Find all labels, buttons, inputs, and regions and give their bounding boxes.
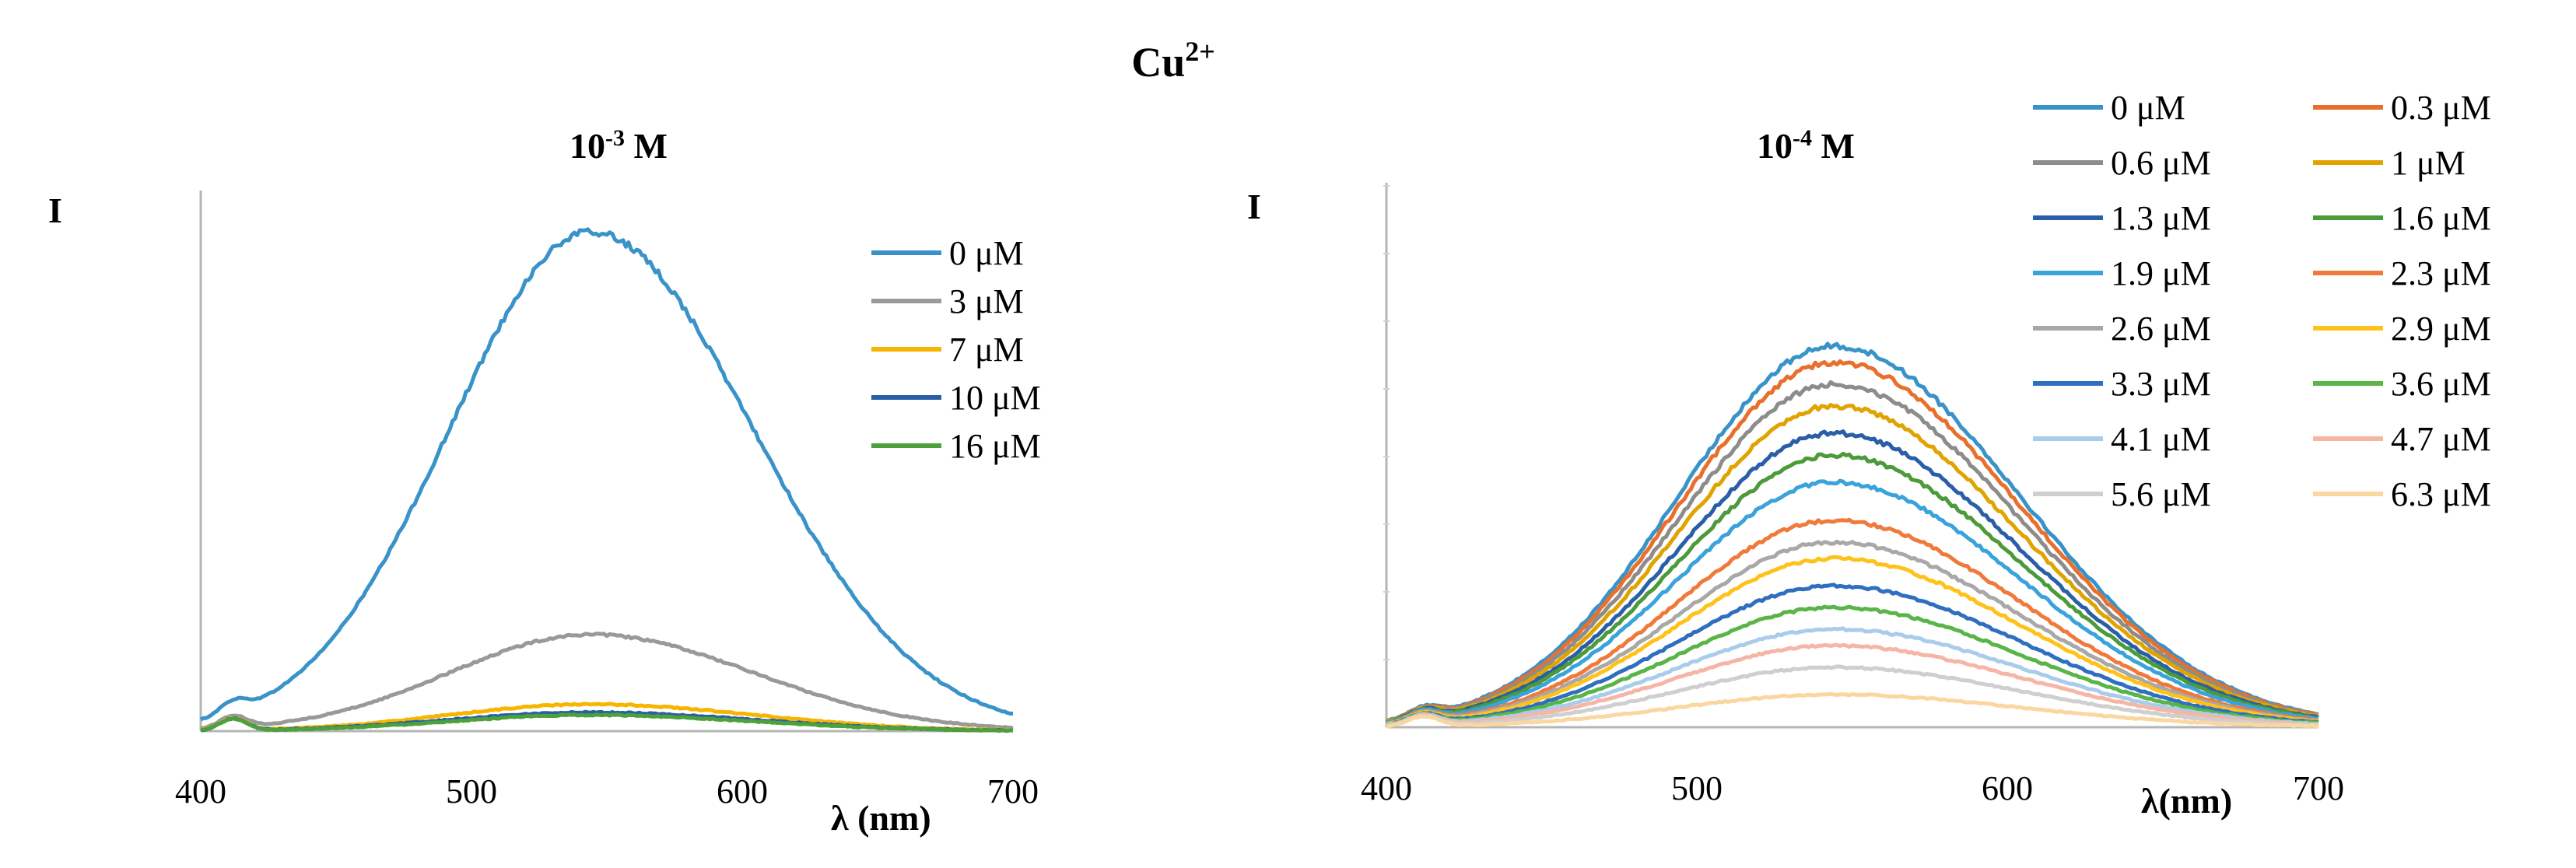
right-x-tick-label: 600 [1982,769,2033,807]
right-x-tick-label: 500 [1671,769,1723,807]
left-x-tick-label: 400 [175,772,226,810]
left-x-tick-label: 500 [446,772,497,810]
right-series-line [1386,478,2318,726]
right-chart-panel: 10-4 M I λ(nm) 400 500 600 700 0 μM 0.3 μ… [1247,89,2491,821]
left-legend-label: 16 μM [949,427,1041,465]
right-series-line [1386,604,2319,727]
right-x-axis-label: λ(nm) [2141,781,2232,821]
left-chart-panel: 10-3 M I λ (nm) 400 500 600 700 0 μM 3 μM… [48,125,1041,838]
right-series-line [1386,642,2319,728]
right-series-line [1386,691,2319,729]
right-tick-labels: 400 500 600 700 [1361,769,2344,807]
right-y-axis-label: I [1247,187,1261,226]
right-series-line [1386,451,2319,725]
right-chart-title: 10-4 M [1757,125,1855,166]
left-legend-label: 3 μM [949,282,1024,320]
left-tick-labels: 400 500 600 700 [175,772,1039,810]
right-legend-label: 0 μM [2111,89,2185,127]
right-series-line [1386,517,2319,726]
right-series-line [1386,664,2319,728]
right-legend-label: 5.6 μM [2111,475,2211,513]
right-y-ticks [1383,185,1390,660]
right-legend-label: 6.3 μM [2391,475,2491,513]
right-series-line [1385,402,2319,724]
right-series-line [1386,380,2319,724]
right-x-tick-label: 700 [2293,769,2344,807]
right-series-line [1386,539,2319,726]
right-legend-label: 1.9 μM [2111,254,2211,292]
figure-title-base: Cu [1131,39,1185,86]
right-legend-label: 1.6 μM [2391,199,2491,237]
right-legend-label: 4.1 μM [2111,420,2211,458]
right-chart-title-suffix: M [1812,126,1855,166]
left-chart-title-suffix: M [625,126,668,166]
right-legend-label: 1.3 μM [2111,199,2211,237]
right-legend-label: 1 μM [2391,144,2466,182]
right-legend: 0 μM 0.3 μM 0.6 μM 1 μM 1.3 μM 1.6 μM 1.9 μM 2.… [2033,89,2491,513]
figure-title: Cu2+ [1131,36,1215,86]
left-y-axis-label: I [48,191,62,230]
left-chart-title-sup: -3 [605,125,625,151]
left-x-tick-label: 600 [717,772,768,810]
left-chart-title-base: 10 [570,126,605,166]
left-series-line [200,632,1014,730]
right-legend-label: 0.6 μM [2111,144,2211,182]
left-legend-label: 7 μM [949,331,1024,369]
right-series-group [1385,341,2319,729]
right-legend-label: 4.7 μM [2391,420,2491,458]
right-legend-label: 3.6 μM [2391,365,2491,403]
left-legend-label: 0 μM [949,234,1024,272]
right-legend-label: 2.3 μM [2391,254,2491,292]
right-chart-title-base: 10 [1757,126,1793,166]
right-legend-label: 0.3 μM [2391,89,2491,127]
right-x-tick-label: 400 [1361,769,1412,807]
right-series-line [1386,583,2319,727]
right-chart-title-sup: -4 [1793,125,1812,151]
right-legend-label: 2.6 μM [2111,310,2211,348]
left-x-axis-label: λ (nm) [831,798,931,838]
left-series-line [200,712,1014,733]
right-legend-label: 3.3 μM [2111,365,2211,403]
right-series-line [1386,555,2319,726]
left-legend: 0 μM 3 μM 7 μM 10 μM 16 μM [871,234,1041,465]
left-x-tick-label: 700 [987,772,1039,810]
left-legend-label: 10 μM [949,379,1041,417]
figure-title-sup: 2+ [1185,36,1215,67]
left-series-group [199,227,1014,733]
right-legend-label: 2.9 μM [2391,310,2491,348]
right-series-line [1386,359,2319,723]
right-series-line [1385,341,2319,723]
right-series-line [1386,429,2319,725]
right-series-line [1386,626,2319,728]
left-series-line [199,227,1014,722]
left-chart-title: 10-3 M [570,125,668,166]
